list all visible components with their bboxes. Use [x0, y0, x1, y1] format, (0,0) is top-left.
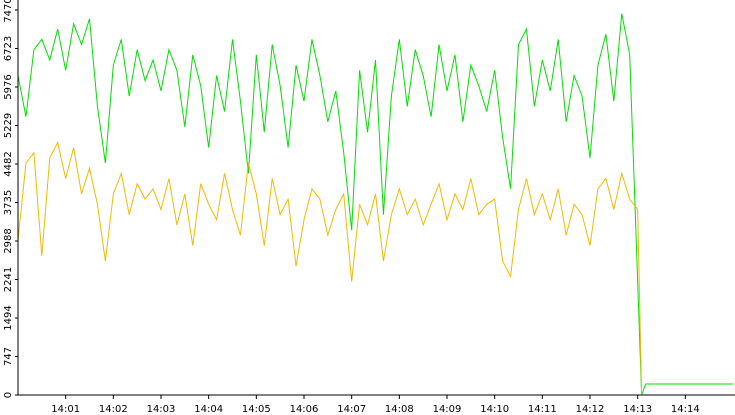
y-tick-label: 1494 — [3, 305, 14, 330]
x-tick-label: 14:08 — [385, 404, 414, 415]
x-tick-label: 14:12 — [576, 404, 605, 415]
x-tick-label: 14:03 — [147, 404, 176, 415]
y-tick-label: 4482 — [3, 151, 14, 176]
y-tick-label: 2988 — [3, 228, 14, 253]
y-tick-label: 6723 — [3, 36, 14, 61]
x-tick-label: 14:13 — [623, 404, 652, 415]
x-tick-label: 14:11 — [528, 404, 557, 415]
x-tick-label: 14:06 — [290, 404, 319, 415]
x-tick-label: 14:04 — [194, 404, 223, 415]
y-tick-label: 5229 — [3, 113, 14, 138]
x-tick-label: 14:14 — [671, 404, 700, 415]
data-line — [17, 13, 733, 396]
x-tick-label: 14:07 — [337, 404, 366, 415]
y-tick-label: 0 — [3, 392, 14, 398]
y-tick-label: 2241 — [3, 267, 14, 292]
data-line — [17, 140, 733, 396]
x-tick-label: 14:05 — [242, 404, 271, 415]
y-tick-label: 747 — [3, 347, 14, 366]
x-tick-label: 14:09 — [433, 404, 462, 415]
y-tick-label: 7470 — [3, 0, 14, 23]
y-tick-label: 3735 — [3, 190, 14, 215]
x-tick-label: 14:01 — [51, 404, 80, 415]
x-tick-label: 14:02 — [99, 404, 128, 415]
x-tick-label: 14:10 — [480, 404, 509, 415]
y-tick-label: 5976 — [3, 74, 14, 99]
